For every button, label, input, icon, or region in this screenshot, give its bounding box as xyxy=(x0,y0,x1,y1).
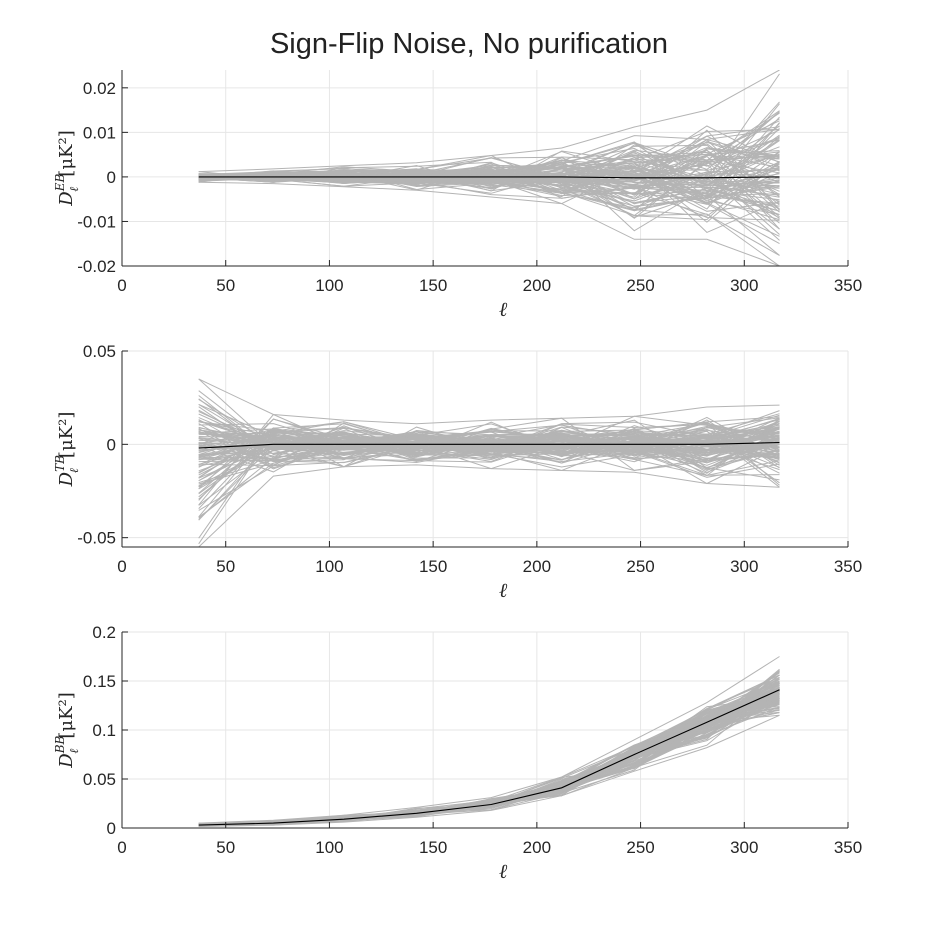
y-axis-label: DTBℓ [μK²] xyxy=(53,412,81,488)
realization-extreme-line xyxy=(198,656,780,824)
y-label-sup: BB xyxy=(53,735,67,754)
x-axis-label: ℓ xyxy=(499,297,508,321)
realization-extreme-line xyxy=(198,714,780,827)
y-tick-label: -0.05 xyxy=(77,529,116,548)
y-tick-label: 0.1 xyxy=(92,721,116,740)
realization-extreme-line xyxy=(198,464,780,547)
x-tick-label: 0 xyxy=(117,838,126,857)
y-label-sub: ℓ xyxy=(67,749,81,754)
x-axis-label: ℓ xyxy=(499,578,508,602)
x-tick-label: 200 xyxy=(523,838,551,857)
y-tick-label: 0.02 xyxy=(83,79,116,98)
realization-line xyxy=(198,151,780,202)
x-tick-label: 300 xyxy=(730,557,758,576)
realization-line xyxy=(198,426,780,468)
realization-extreme-line xyxy=(198,181,780,266)
panel-tb: 0 50 100 150 200 250 300 350-0.0500.05ℓDTBℓ[μK²… xyxy=(53,342,862,602)
x-tick-label: 250 xyxy=(626,838,654,857)
x-tick-label: 300 xyxy=(730,276,758,295)
realization-line xyxy=(198,166,780,204)
panel-bb: 0 50 100 150 200 250 300 35000.050.10.150.2ℓDBB… xyxy=(53,623,862,883)
x-tick-label: 50 xyxy=(216,276,235,295)
realization-line xyxy=(198,141,780,180)
x-tick-label: 150 xyxy=(419,838,447,857)
y-tick-label: 0 xyxy=(107,435,116,454)
y-tick-label: -0.01 xyxy=(77,212,116,231)
y-label-sup: TB xyxy=(53,455,67,472)
realization-line xyxy=(198,128,780,187)
y-label-unit: [μK²] xyxy=(56,412,77,458)
realization-line xyxy=(198,150,780,198)
x-tick-label: 250 xyxy=(626,557,654,576)
realization-line xyxy=(198,403,780,470)
y-label-unit: [μK²] xyxy=(56,130,77,176)
x-tick-label: 350 xyxy=(834,557,862,576)
x-tick-label: 50 xyxy=(216,557,235,576)
y-label-unit: [μK²] xyxy=(56,692,77,738)
y-tick-label: 0.2 xyxy=(92,623,116,642)
x-tick-label: 300 xyxy=(730,838,758,857)
y-label-base: D xyxy=(56,191,77,207)
y-tick-label: 0 xyxy=(107,819,116,838)
x-tick-label: 100 xyxy=(315,838,343,857)
realization-line xyxy=(198,111,780,199)
y-axis-label: DBBℓ [μK²] xyxy=(53,692,81,768)
mean-line-bb xyxy=(198,689,780,826)
y-axis-label: DEBℓ [μK²] xyxy=(53,130,81,206)
x-tick-label: 150 xyxy=(419,557,447,576)
realization-line xyxy=(198,417,780,471)
y-label-sub: ℓ xyxy=(67,468,81,473)
y-tick-label: 0 xyxy=(107,168,116,187)
y-tick-label: 0.15 xyxy=(83,672,116,691)
x-tick-label: 0 xyxy=(117,276,126,295)
realization-line xyxy=(198,421,780,518)
y-label-sup: EB xyxy=(53,174,67,193)
x-tick-label: 350 xyxy=(834,838,862,857)
figure-title: Sign-Flip Noise, No purification xyxy=(270,28,668,60)
y-label-sub: ℓ xyxy=(67,187,81,192)
realization-extreme-line xyxy=(198,378,780,425)
realization-extreme-line xyxy=(198,70,780,173)
realization-line xyxy=(198,428,780,473)
realization-line xyxy=(198,671,780,826)
x-tick-label: 150 xyxy=(419,276,447,295)
realization-line xyxy=(198,440,780,485)
mean-line-tb xyxy=(198,441,780,449)
y-label-base: D xyxy=(56,753,77,769)
realization-line xyxy=(198,426,780,518)
y-label-base: D xyxy=(56,471,77,487)
panels: 0 50 100 150 200 250 300 350 -0.02 -0.01 0 0.01 0.02… xyxy=(53,70,862,883)
y-tick-label: 0.01 xyxy=(83,123,116,142)
x-tick-label: 200 xyxy=(523,557,551,576)
x-tick-label: 100 xyxy=(315,557,343,576)
x-tick-label: 200 xyxy=(523,276,551,295)
realizations-tb xyxy=(198,378,780,547)
realization-line xyxy=(198,172,780,221)
x-tick-label: 0 xyxy=(117,557,126,576)
y-tick-label: 0.05 xyxy=(83,342,116,361)
realization-line xyxy=(198,418,780,490)
panel-eb: 0 50 100 150 200 250 300 350 -0.02 -0.01 0 0.01 0.02… xyxy=(53,70,862,321)
realization-line xyxy=(198,428,780,473)
y-tick-label: -0.02 xyxy=(77,257,116,276)
x-tick-label: 350 xyxy=(834,276,862,295)
y-tick-label: 0.05 xyxy=(83,770,116,789)
mean-line-eb xyxy=(198,176,780,179)
x-axis-label: ℓ xyxy=(499,859,508,883)
realization-line xyxy=(198,422,780,467)
x-tick-label: 250 xyxy=(626,276,654,295)
x-tick-label: 50 xyxy=(216,838,235,857)
x-tick-label: 100 xyxy=(315,276,343,295)
realization-line xyxy=(198,161,780,233)
